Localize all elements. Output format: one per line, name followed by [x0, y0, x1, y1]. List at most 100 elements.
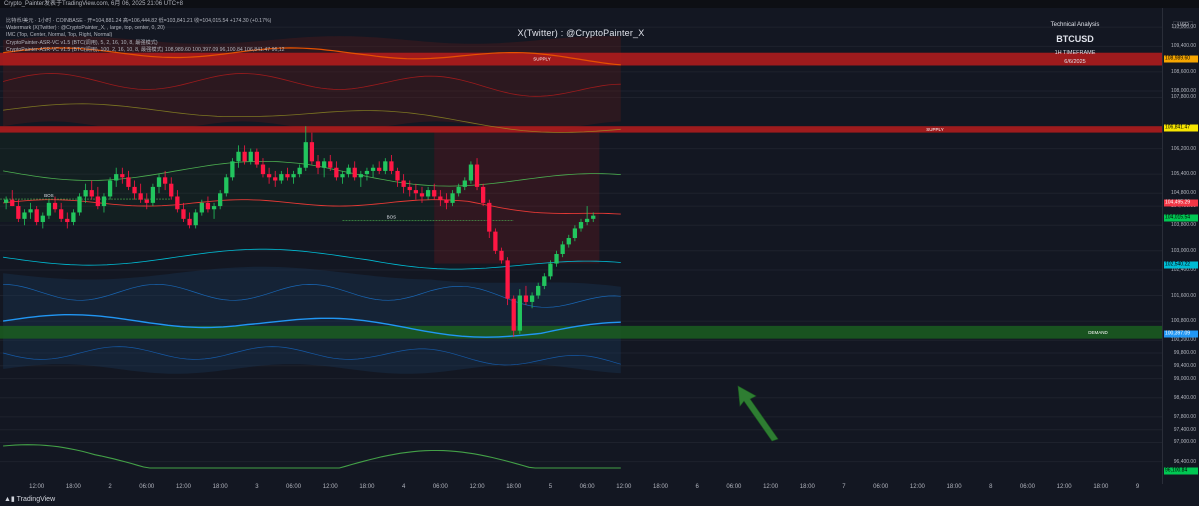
candle-body	[126, 177, 131, 187]
price-label: 99,800.00	[1173, 350, 1196, 357]
time-label: 12:00	[175, 484, 191, 490]
time-label: 8	[989, 484, 993, 490]
price-label: 100,800.00	[1170, 318, 1196, 325]
candle-body	[52, 202, 58, 210]
price-tag: 96,100.84	[1164, 467, 1198, 475]
topbar-text: Crypto_Painter发表于TradingView.com, 6月 06,…	[4, 1, 183, 7]
chart-area[interactable]: SUPPLY SUPPLY DEMAND BOS BOS 比特币/美元 · 1小时 · …	[0, 8, 1162, 484]
candle-body	[187, 218, 192, 226]
time-label: 18:00	[799, 484, 815, 490]
candle-body	[107, 180, 113, 197]
candle-body	[211, 206, 217, 210]
time-axis[interactable]: ▲▮ TradingView 12:00 18:00 2 06:00 12:00 18:0…	[0, 484, 1199, 506]
price-tag: 100,397.09	[1164, 330, 1198, 338]
price-label: 99,000.00	[1173, 375, 1196, 382]
price-label: 100,200.00	[1170, 337, 1196, 344]
candle-body	[303, 142, 308, 168]
series-lower-outer	[3, 346, 621, 366]
candle-body	[377, 167, 382, 171]
candle-body	[175, 196, 180, 210]
time-label: 18:00	[359, 484, 375, 490]
candle-body	[193, 212, 198, 226]
time-label: 06:00	[1019, 484, 1035, 490]
price-label: 105,400.00	[1170, 171, 1196, 178]
legend-line[interactable]: CryptoPainter-ASR-VC v1.5 (BTC(调用), 100,…	[6, 46, 285, 53]
legend-line[interactable]: Watermark (X(Twitter) : @CryptoPainter_X…	[6, 25, 165, 32]
candle-body	[59, 209, 64, 219]
time-label: 6	[695, 484, 699, 490]
candle-body	[22, 212, 27, 219]
consolidation-shade	[0, 132, 435, 223]
candle-body	[65, 218, 70, 223]
candle-body	[334, 167, 339, 178]
candle-body	[83, 190, 88, 197]
candle-body	[236, 151, 241, 162]
price-label: 97,000.00	[1173, 439, 1196, 446]
price-tag: 104,015.54	[1164, 214, 1198, 222]
series-base	[2, 314, 621, 338]
candle-body	[3, 199, 9, 203]
candle-body	[199, 202, 204, 213]
time-label: 2	[108, 484, 112, 490]
candle-body	[285, 174, 290, 178]
info-date: 6/6/2025	[1064, 59, 1086, 65]
candle-body	[560, 244, 565, 254]
candle-body	[120, 174, 125, 178]
price-label: 108,000.00	[1170, 88, 1196, 95]
candle-body	[181, 209, 186, 219]
time-label: 18:00	[946, 484, 962, 490]
candle-body	[542, 276, 547, 286]
price-chart[interactable]: SUPPLY SUPPLY DEMAND BOS BOS	[0, 8, 1162, 484]
time-label: 18:00	[506, 484, 522, 490]
time-label: 12:00	[469, 484, 485, 490]
candle-body	[273, 177, 278, 181]
tradingview-logo[interactable]: ▲▮ TradingView	[4, 495, 55, 503]
candle-body	[28, 209, 33, 213]
zone-supply	[0, 126, 1162, 133]
candle-body	[205, 202, 211, 210]
candle-body	[487, 202, 492, 232]
currency-label[interactable]: USD	[1173, 21, 1193, 29]
legend-line[interactable]: CryptoPainter-ASR-VC v1.5 (BTC(调用), 5, 2…	[6, 39, 158, 46]
candle-body	[493, 231, 498, 251]
candle-body	[364, 170, 370, 175]
time-label: 06:00	[139, 484, 155, 490]
time-label: 12:00	[1056, 484, 1072, 490]
candle-body	[10, 199, 15, 207]
candle-body	[450, 193, 455, 203]
candle-body	[77, 196, 82, 213]
candle-body	[132, 186, 137, 194]
candle-body	[309, 142, 315, 162]
candle-body	[358, 174, 363, 178]
price-tag: 102,540.22	[1164, 261, 1198, 269]
time-label: 06:00	[286, 484, 302, 490]
candle-body	[218, 193, 223, 207]
candle-body	[150, 186, 156, 203]
candle-body	[321, 161, 327, 168]
candle-body	[383, 161, 388, 171]
candle-body	[566, 238, 571, 245]
candle-body	[101, 196, 107, 207]
time-label: 5	[548, 484, 553, 490]
candle-body	[407, 186, 412, 191]
candle-body	[40, 215, 45, 223]
info-panel: Technical Analysis BTCUSD 1H TIMEFRAME 6…	[1030, 22, 1120, 65]
candle-body	[144, 199, 149, 203]
candle-body	[432, 190, 437, 197]
time-label: 06:00	[873, 484, 889, 490]
chart-watermark: X(Twitter) : @CryptoPainter_X	[517, 28, 645, 38]
legend-line[interactable]: 比特币/美元 · 1小时 · COINBASE · 开=104,881.24 高…	[6, 18, 272, 24]
candle-body	[279, 174, 284, 181]
candle-body	[34, 209, 39, 223]
time-label: 9	[1135, 484, 1140, 490]
sell-zone-shade	[434, 132, 600, 264]
candle-body	[438, 196, 443, 200]
legend-line[interactable]: IMC (Top, Center, Normal, Top, Right, No…	[6, 32, 113, 39]
time-label: 12:00	[616, 484, 632, 490]
time-label: 06:00	[432, 484, 448, 490]
bos-label: BOS	[44, 193, 54, 198]
lower-band-fill	[3, 266, 621, 374]
tradingview-icon: ▲▮	[4, 496, 17, 503]
price-axis[interactable]: USD 110,000.00 109,400.00 108,600.00 108,00…	[1162, 8, 1199, 484]
candle-body	[511, 298, 516, 331]
